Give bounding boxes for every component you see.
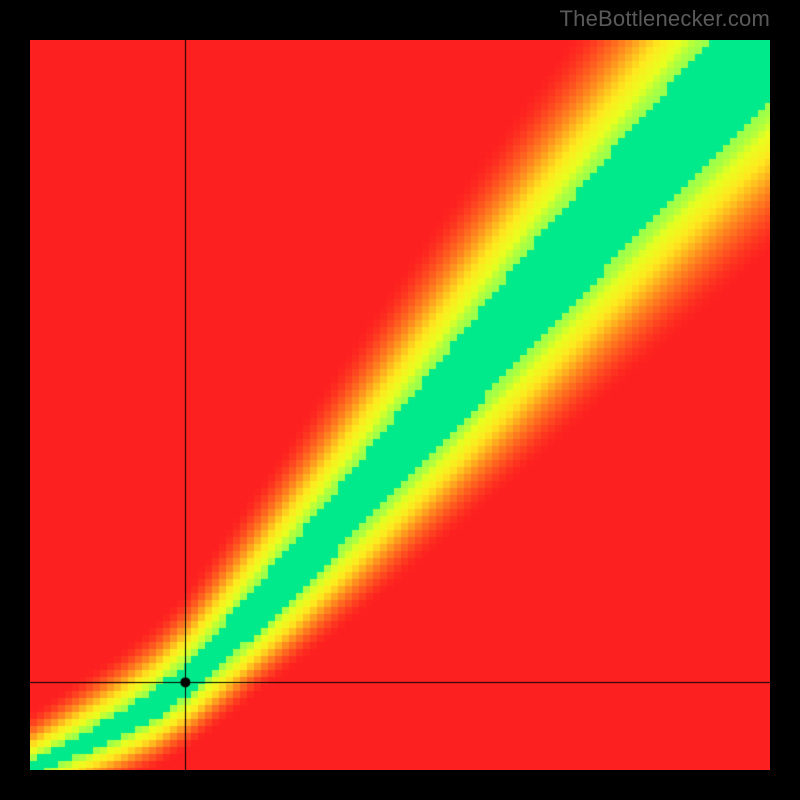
bottleneck-heatmap	[30, 40, 770, 770]
watermark-text: TheBottlenecker.com	[560, 6, 770, 32]
chart-container: TheBottlenecker.com	[0, 0, 800, 800]
